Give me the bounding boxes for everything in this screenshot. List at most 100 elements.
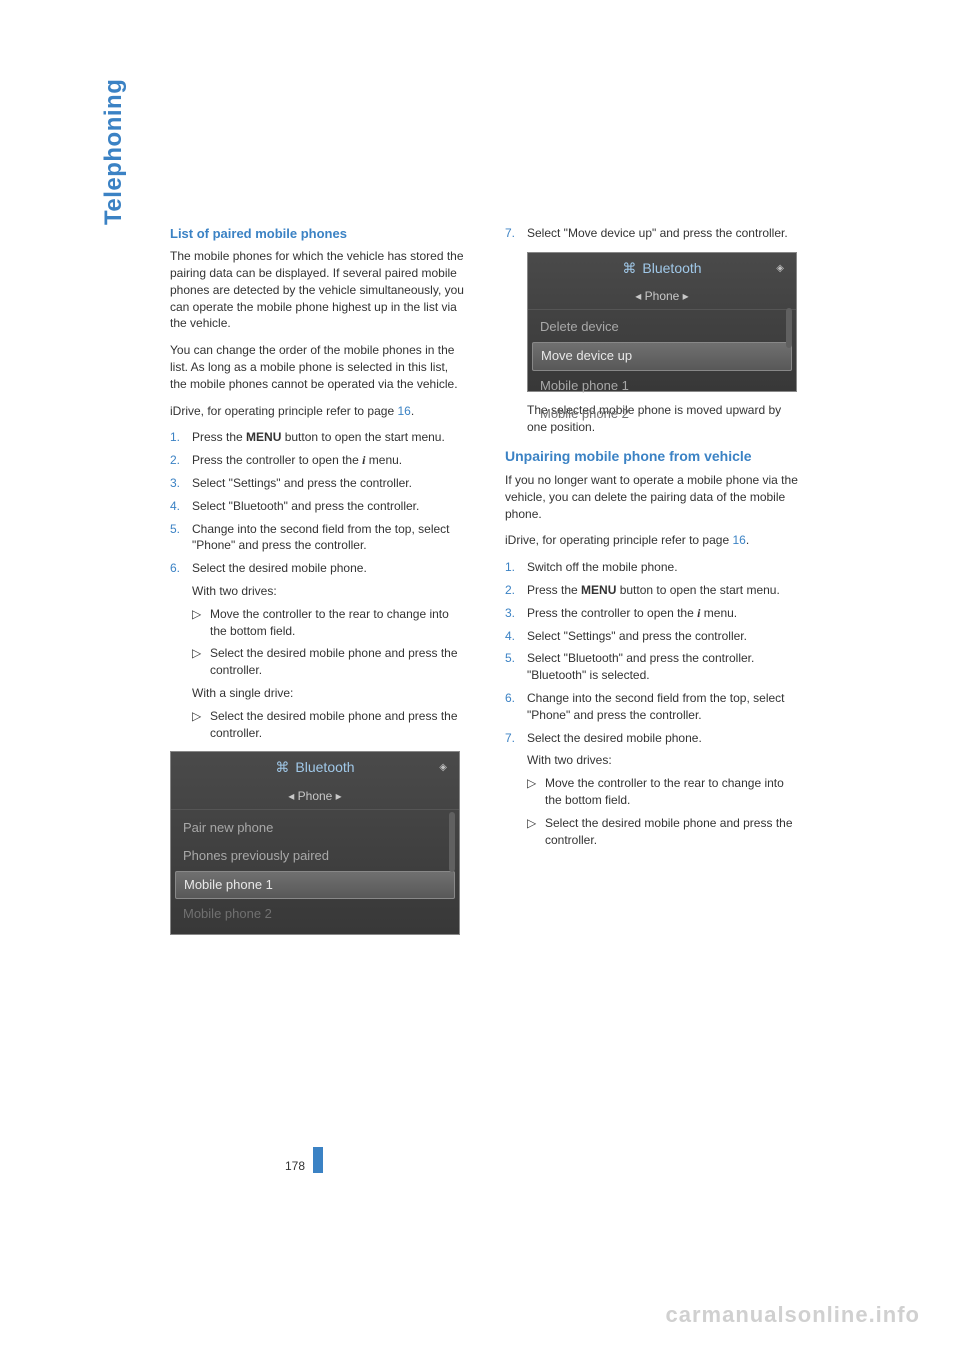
sub-step: ▷ Select the desired mobile phone and pr…	[192, 708, 465, 742]
step-number: 2.	[170, 452, 192, 469]
menu-item: Mobile phone 1	[528, 372, 796, 400]
menu-item: Phones previously paired	[171, 842, 459, 870]
step-item: 1. Press the MENU button to open the sta…	[170, 429, 465, 446]
step-item: 1. Switch off the mobile phone.	[505, 559, 800, 576]
menu-item: Mobile phone 2	[171, 900, 459, 928]
screenshot-header: ⌘ Bluetooth ◈	[171, 752, 459, 784]
menu-item-selected: Mobile phone 1	[175, 871, 455, 899]
step-item: 7. Select the desired mobile phone.	[505, 730, 800, 747]
text: menu.	[365, 453, 402, 467]
page-number-area: 178	[285, 1147, 323, 1173]
watermark: carmanualsonline.info	[666, 1302, 921, 1328]
step-text: Select "Settings" and press the controll…	[192, 475, 465, 492]
step-text: Select "Settings" and press the controll…	[527, 628, 800, 645]
idrive-reference: iDrive, for operating principle refer to…	[170, 403, 465, 420]
step-number: 7.	[505, 730, 527, 747]
triangle-marker-icon: ▷	[192, 645, 210, 679]
step-item: 6. Select the desired mobile phone.	[170, 560, 465, 577]
body-paragraph: The mobile phones for which the vehicle …	[170, 248, 465, 332]
step-text: Press the controller to open the i menu.	[527, 605, 800, 622]
idrive-screenshot: ⌘ Bluetooth ◈ ◂ Phone ▸ Pair new phone P…	[170, 751, 460, 935]
step-text: Press the MENU button to open the start …	[192, 429, 465, 446]
bluetooth-icon: ⌘	[622, 259, 636, 279]
step-number: 2.	[505, 582, 527, 599]
sub-step: ▷ Move the controller to the rear to cha…	[192, 606, 465, 640]
menu-button-label: MENU	[581, 583, 616, 597]
page-container: Telephoning List of paired mobile phones…	[0, 0, 960, 1358]
heading-unpairing: Unpairing mobile phone from vehicle	[505, 447, 800, 467]
section-label: Telephoning	[100, 79, 128, 225]
step-text: Select the desired mobile phone.	[527, 730, 800, 747]
sub-text: Move the controller to the rear to chang…	[545, 775, 800, 809]
triangle-marker-icon: ▷	[527, 775, 545, 809]
step-item: 6. Change into the second field from the…	[505, 690, 800, 724]
text: Press the controller to open the	[192, 453, 362, 467]
text: button to open the start menu.	[616, 583, 779, 597]
page-marker	[313, 1147, 323, 1173]
screenshot-header: ⌘ Bluetooth ◈	[528, 253, 796, 285]
screenshot-title: Bluetooth	[642, 259, 701, 279]
step-text: Change into the second field from the to…	[192, 521, 465, 555]
step-number: 4.	[170, 498, 192, 515]
step-text: Select "Move device up" and press the co…	[527, 225, 800, 242]
sub-step: ▷ Move the controller to the rear to cha…	[527, 775, 800, 809]
sub-heading: With two drives:	[527, 752, 800, 769]
body-paragraph: If you no longer want to operate a mobil…	[505, 472, 800, 522]
bluetooth-icon: ⌘	[275, 758, 289, 778]
menu-item: Delete device	[528, 313, 796, 341]
step-text: Select "Bluetooth" and press the control…	[192, 498, 465, 515]
text: iDrive, for operating principle refer to…	[505, 533, 732, 547]
screenshot-tab: ◂ Phone ▸	[171, 784, 459, 810]
sub-step: ▷ Select the desired mobile phone and pr…	[527, 815, 800, 849]
screenshot-tab: ◂ Phone ▸	[528, 284, 796, 310]
step-number: 5.	[170, 521, 192, 555]
step-text: Press the MENU button to open the start …	[527, 582, 800, 599]
step-item: 5. Change into the second field from the…	[170, 521, 465, 555]
left-column: List of paired mobile phones The mobile …	[170, 225, 465, 945]
sub-text: Select the desired mobile phone and pres…	[210, 645, 465, 679]
step-text: Select the desired mobile phone.	[192, 560, 465, 577]
tab-label: Phone	[645, 289, 680, 303]
menu-item-selected: Move device up	[532, 342, 792, 370]
step-number: 6.	[170, 560, 192, 577]
diamond-icon: ◈	[439, 761, 447, 775]
step-item: 4. Select "Settings" and press the contr…	[505, 628, 800, 645]
menu-item: Pair new phone	[171, 814, 459, 842]
sub-text: Move the controller to the rear to chang…	[210, 606, 465, 640]
content-area: List of paired mobile phones The mobile …	[170, 225, 865, 945]
step-number: 4.	[505, 628, 527, 645]
idrive-reference: iDrive, for operating principle refer to…	[505, 532, 800, 549]
step-item: 2. Press the controller to open the i me…	[170, 452, 465, 469]
text: iDrive, for operating principle refer to…	[170, 404, 397, 418]
text: Press the	[527, 583, 581, 597]
text: Press the controller to open the	[527, 606, 697, 620]
step-text: Change into the second field from the to…	[527, 690, 800, 724]
screenshot-title: Bluetooth	[295, 758, 354, 778]
step-text: Press the controller to open the i menu.	[192, 452, 465, 469]
step-text: Select "Bluetooth" and press the control…	[527, 650, 800, 684]
step-item: 5. Select "Bluetooth" and press the cont…	[505, 650, 800, 684]
sub-heading: With two drives:	[192, 583, 465, 600]
text: Press the	[192, 430, 246, 444]
step-item: 3. Select "Settings" and press the contr…	[170, 475, 465, 492]
step-number: 5.	[505, 650, 527, 684]
sub-step: ▷ Select the desired mobile phone and pr…	[192, 645, 465, 679]
step-number: 1.	[170, 429, 192, 446]
page-link[interactable]: 16	[397, 404, 410, 418]
step-item: 2. Press the MENU button to open the sta…	[505, 582, 800, 599]
menu-button-label: MENU	[246, 430, 281, 444]
step-number: 6.	[505, 690, 527, 724]
menu-item: Mobile phone 2	[528, 400, 796, 428]
step-text: Switch off the mobile phone.	[527, 559, 800, 576]
step-item: 7. Select "Move device up" and press the…	[505, 225, 800, 242]
text: button to open the start menu.	[281, 430, 444, 444]
step-number: 1.	[505, 559, 527, 576]
step-item: 3. Press the controller to open the i me…	[505, 605, 800, 622]
sub-text: Select the desired mobile phone and pres…	[210, 708, 465, 742]
step-number: 3.	[170, 475, 192, 492]
triangle-marker-icon: ▷	[527, 815, 545, 849]
triangle-marker-icon: ▷	[192, 606, 210, 640]
page-link[interactable]: 16	[732, 533, 745, 547]
page-number: 178	[285, 1159, 305, 1173]
step-number: 7.	[505, 225, 527, 242]
